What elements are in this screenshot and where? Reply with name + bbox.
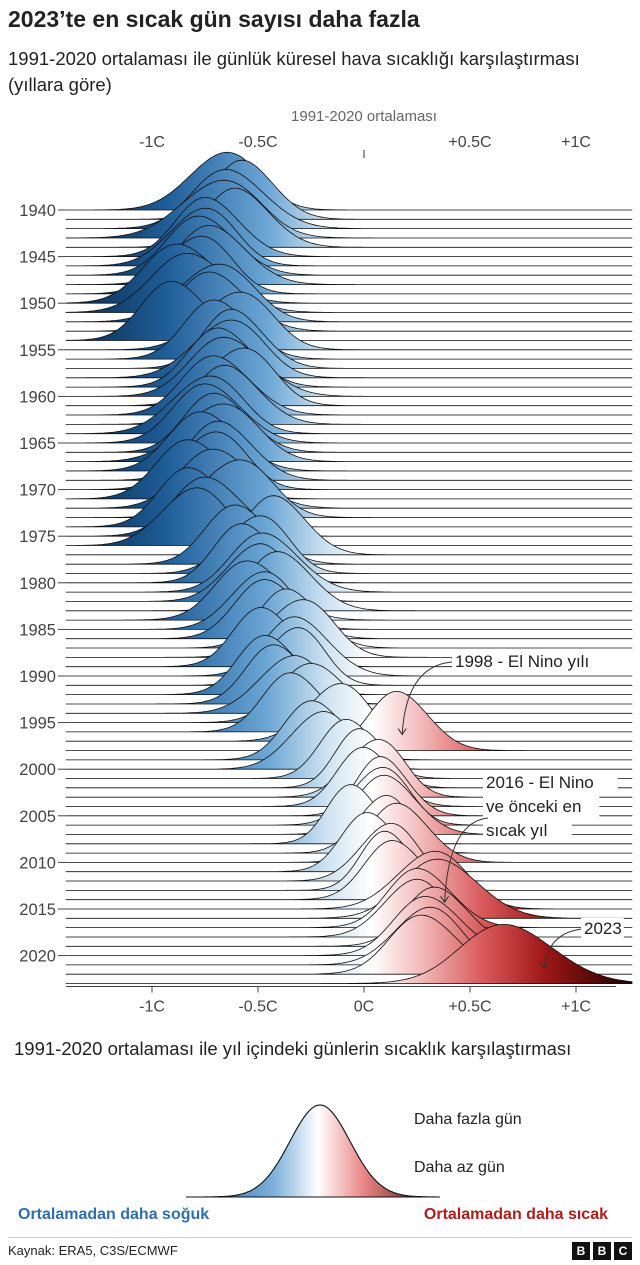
year-label-2000: 2000 <box>19 761 56 779</box>
annotation-arrowhead <box>397 728 407 736</box>
bbc-logo-letter: C <box>614 1242 632 1260</box>
year-label-1995: 1995 <box>19 715 56 733</box>
annotation-leader <box>444 817 489 903</box>
ridge-2023 <box>65 924 633 984</box>
annotation-backdrop <box>483 772 618 793</box>
year-label-2015: 2015 <box>19 901 56 919</box>
ridge-1981 <box>65 532 633 593</box>
ridge-2016 <box>65 858 633 919</box>
ridge-1997 <box>65 683 633 742</box>
ridge-1991 <box>65 627 633 686</box>
year-label-1985: 1985 <box>19 621 56 639</box>
bbc-logo: B B C <box>572 1242 632 1260</box>
source-text: Kaynak: ERA5, C3S/ECMWF <box>8 1243 178 1258</box>
chart-title: 2023’te en sıcak gün sayısı daha fazla <box>8 6 420 32</box>
top-tick-label: -1C <box>139 134 165 151</box>
legend-fewer-days: Daha az gün <box>414 1159 505 1176</box>
ridge-2012 <box>65 823 633 882</box>
bottom-tick-label: +0.5C <box>448 999 491 1016</box>
bottom-tick-label: +1C <box>561 999 591 1016</box>
year-label-1975: 1975 <box>19 528 56 546</box>
annotation-arrowhead <box>539 961 549 969</box>
annotation-backdrop <box>483 820 572 841</box>
year-label-1950: 1950 <box>19 295 56 313</box>
top-tick-label: +0.5C <box>448 134 491 151</box>
annotation-text: 2016 - El Nino <box>486 773 594 792</box>
ridge-1977 <box>65 495 633 556</box>
year-label-1990: 1990 <box>19 668 56 686</box>
top-tick-label: -0.5C <box>238 134 277 151</box>
annotation-arrowhead <box>440 896 449 904</box>
ridge-1942 <box>65 169 633 229</box>
ridge-1984 <box>65 560 633 621</box>
ridge-1944 <box>65 187 633 248</box>
ridge-2011 <box>65 812 633 873</box>
annotation-backdrop <box>581 918 624 939</box>
ridge-1982 <box>65 543 633 602</box>
year-label-1945: 1945 <box>19 249 56 267</box>
year-label-1965: 1965 <box>19 435 56 453</box>
annotation-text: ve önceki en <box>486 797 581 816</box>
year-label-2005: 2005 <box>19 808 56 826</box>
annotations: 1998 - El Nino yılı 2016 - El Nino ve önce… <box>397 651 633 969</box>
ridge-1941 <box>65 159 633 220</box>
ridges <box>65 151 633 984</box>
ridge-2013 <box>65 830 633 891</box>
bottom-axis: -1C -0.5C 0C +0.5C +1C <box>66 986 616 1016</box>
ridge-1960 <box>65 336 633 397</box>
ridge-1983 <box>65 551 633 612</box>
reference-label: 1991-2020 ortalaması <box>291 108 437 125</box>
top-tick-label: +1C <box>561 134 591 151</box>
legend-warmer-label: Ortalamadan daha sıcak <box>423 1206 608 1223</box>
ridge-1940 <box>65 151 633 211</box>
year-label-1970: 1970 <box>19 482 56 500</box>
year-label-2010: 2010 <box>19 854 56 872</box>
legend-title: 1991-2020 ortalaması ile yıl içindeki gü… <box>14 1038 572 1059</box>
ridge-2015 <box>65 850 633 910</box>
annotation-leader <box>401 661 453 735</box>
chart-subtitle: 1991-2020 ortalaması ile günlük küresel … <box>8 48 580 95</box>
legend-curve <box>186 1104 440 1198</box>
year-label-2020: 2020 <box>19 948 56 966</box>
legend-more-days: Daha fazla gün <box>414 1111 522 1128</box>
annotation-backdrop <box>483 796 600 817</box>
year-labels: 1940 1945 1950 1955 1960 1965 1970 1975 1980 1985… <box>19 202 66 966</box>
annotation-text: 1998 - El Nino yılı <box>455 652 589 671</box>
annotation-leader <box>543 928 583 968</box>
top-axis: 1991-2020 ortalaması -1C -0.5C +0.5C +1C <box>139 108 591 158</box>
bottom-tick-label: -0.5C <box>238 999 277 1016</box>
year-label-1940: 1940 <box>19 202 56 220</box>
year-label-1960: 1960 <box>19 388 56 406</box>
legend-distribution <box>186 1104 440 1198</box>
ridge-2018 <box>65 878 633 938</box>
ridge-2008 <box>65 784 633 845</box>
footer-divider <box>8 1237 632 1238</box>
bbc-logo-letter: B <box>572 1242 590 1260</box>
annotation-text: 2023 <box>584 919 622 938</box>
ridge-2014 <box>65 840 633 901</box>
year-label-1980: 1980 <box>19 575 56 593</box>
bottom-tick-label: 0C <box>354 999 374 1016</box>
ridge-1985 <box>65 571 633 630</box>
ridge-2017 <box>65 868 633 928</box>
ridge-1978 <box>65 504 633 565</box>
year-label-1955: 1955 <box>19 342 56 360</box>
ridgeline-chart: 1991-2020 ortalaması -1C -0.5C +0.5C +1C 194… <box>19 108 633 1016</box>
bbc-logo-letter: B <box>593 1242 611 1260</box>
bottom-tick-label: -1C <box>139 999 165 1016</box>
ridge-1980 <box>65 523 633 584</box>
ridge-1986 <box>65 579 633 640</box>
annotation-text: sıcak yıl <box>486 821 547 840</box>
annotation-backdrop <box>452 651 633 672</box>
legend-colder-label: Ortalamadan daha soğuk <box>18 1206 210 1223</box>
ridge-1990 <box>65 616 633 677</box>
